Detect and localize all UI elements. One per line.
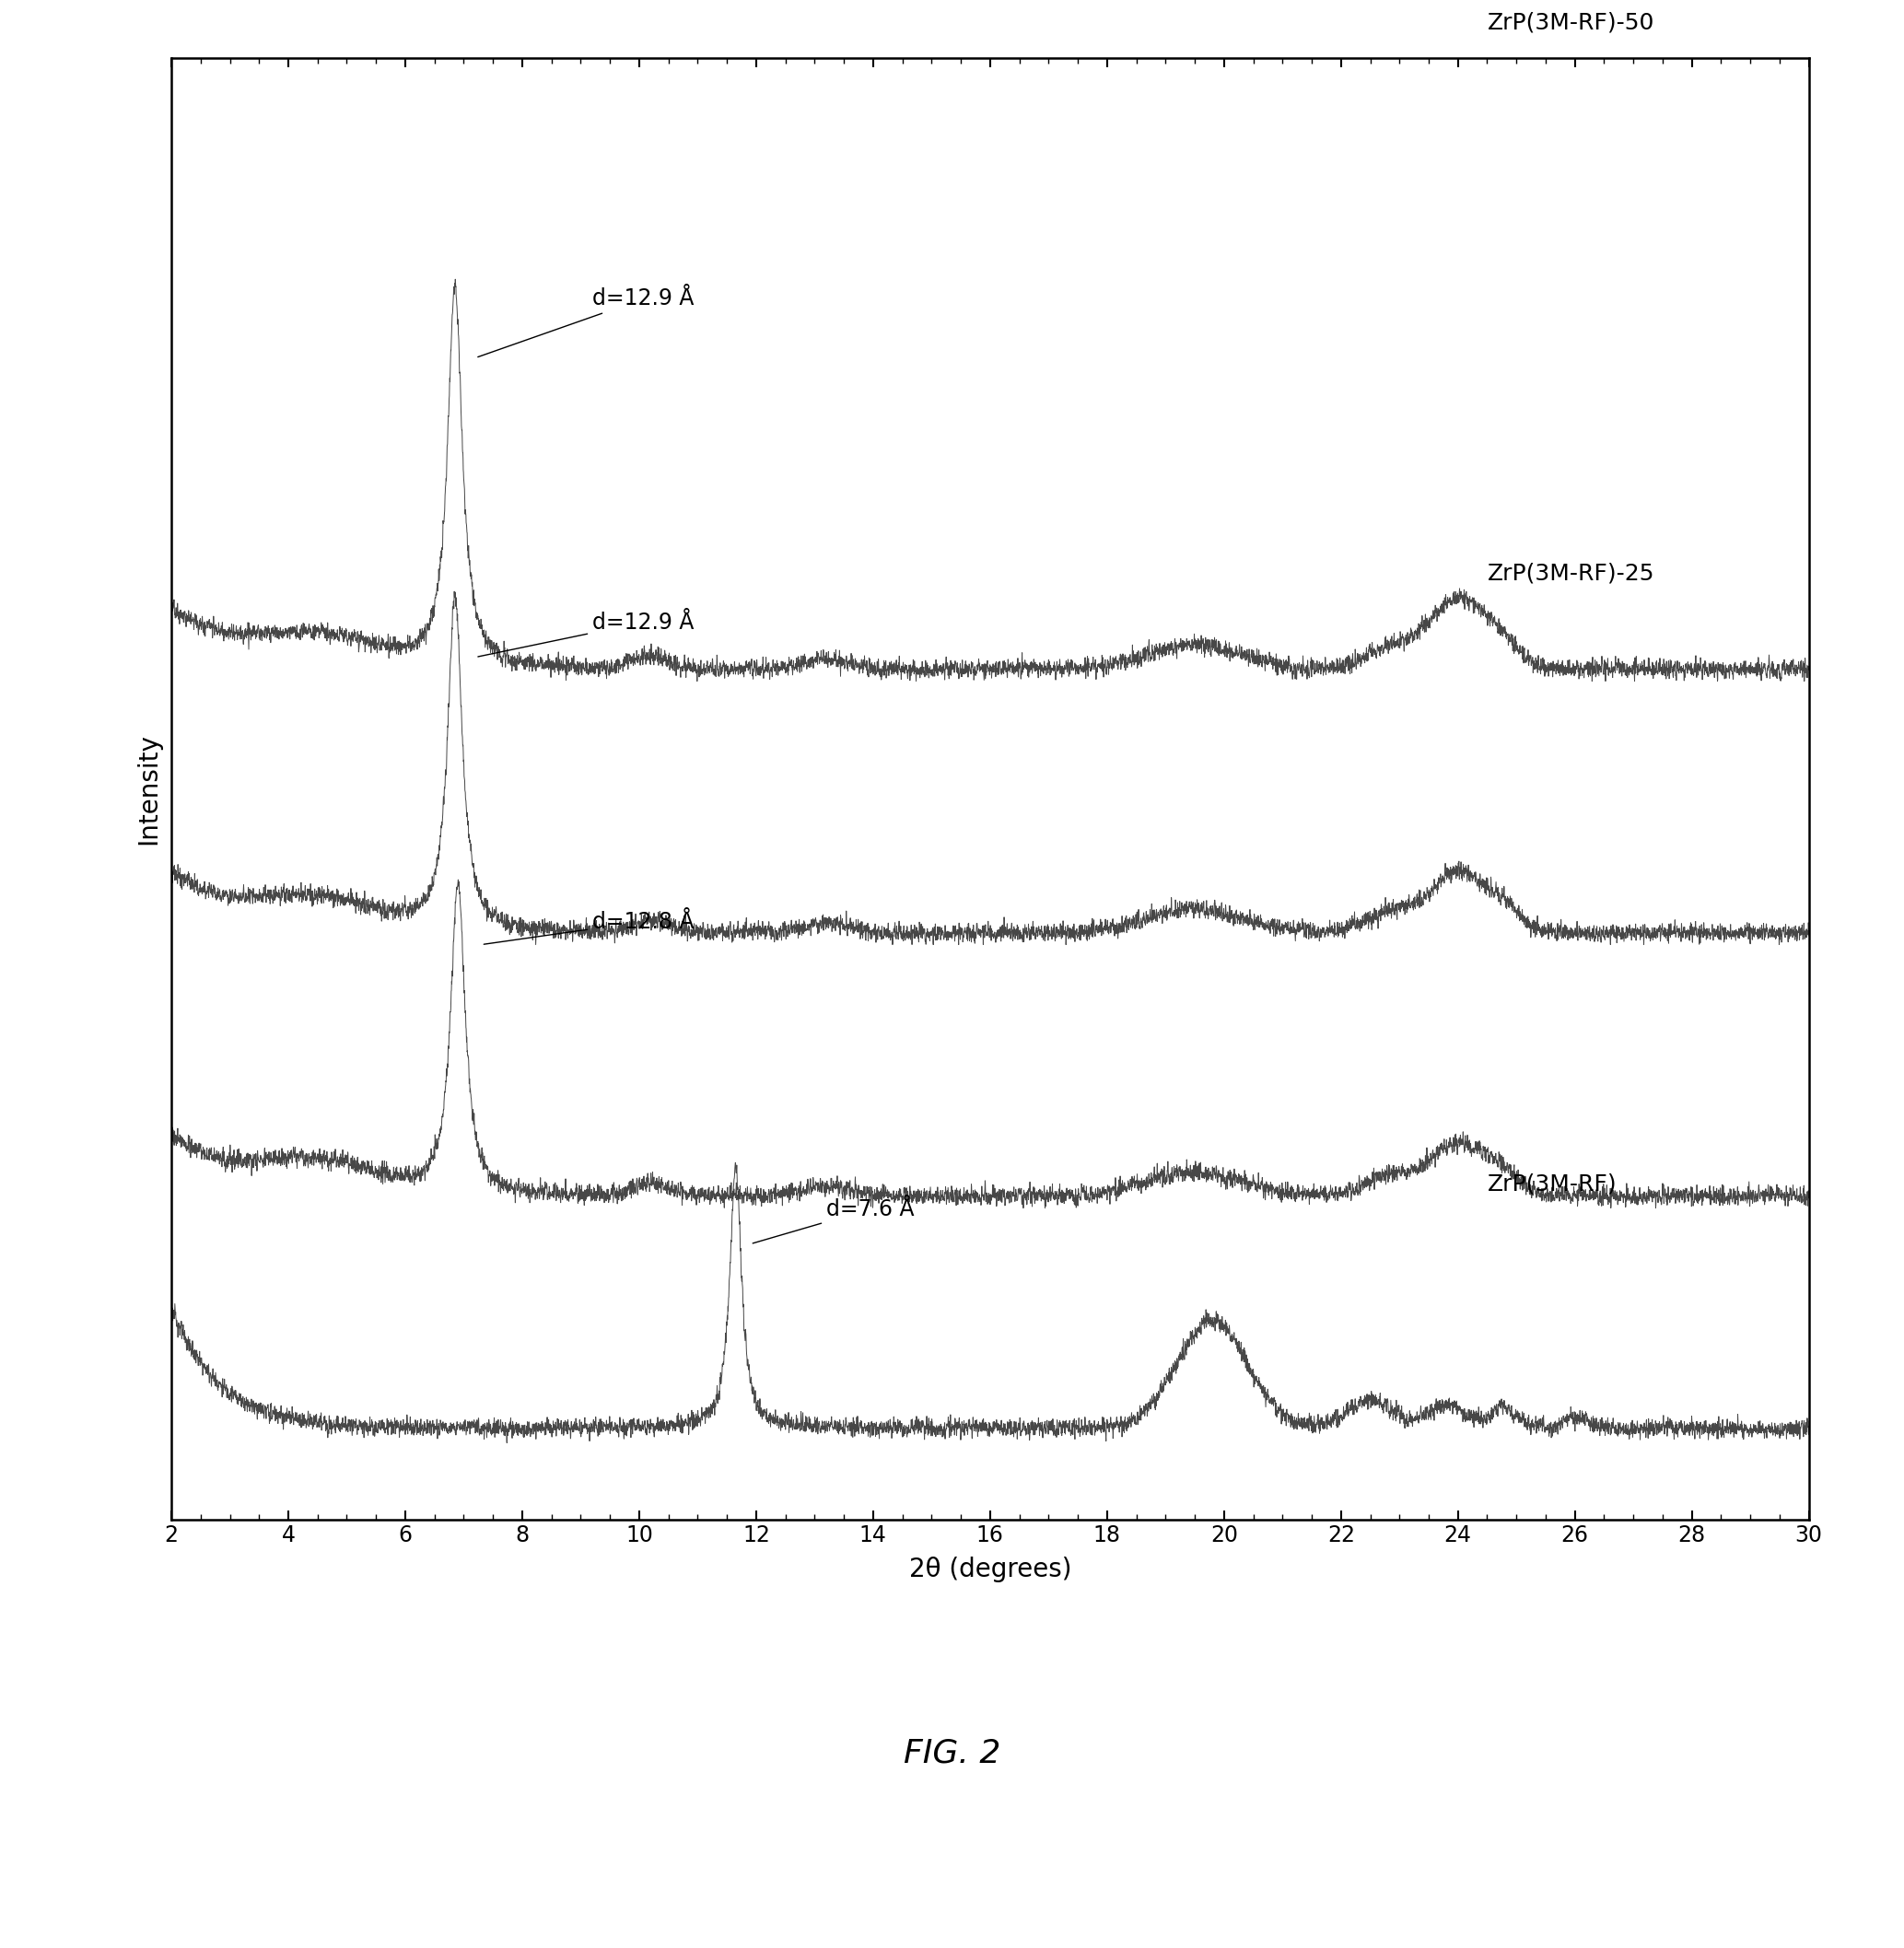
Text: d=12.9 Å: d=12.9 Å <box>478 612 695 656</box>
Text: d=12.8 Å: d=12.8 Å <box>484 910 695 945</box>
Text: d=12.9 Å: d=12.9 Å <box>478 288 695 356</box>
X-axis label: 2θ (degrees): 2θ (degrees) <box>908 1556 1072 1582</box>
Text: ZrP(3M-RF): ZrP(3M-RF) <box>1487 1173 1616 1196</box>
Text: ZrP(3M-RF)-50: ZrP(3M-RF)-50 <box>1487 12 1655 33</box>
Text: ZrP(3M-RF)-25: ZrP(3M-RF)-25 <box>1487 563 1655 584</box>
Text: d=7.6 Å: d=7.6 Å <box>752 1198 914 1243</box>
Y-axis label: Intensity: Intensity <box>135 732 162 845</box>
Text: FIG. 2: FIG. 2 <box>904 1738 1000 1769</box>
